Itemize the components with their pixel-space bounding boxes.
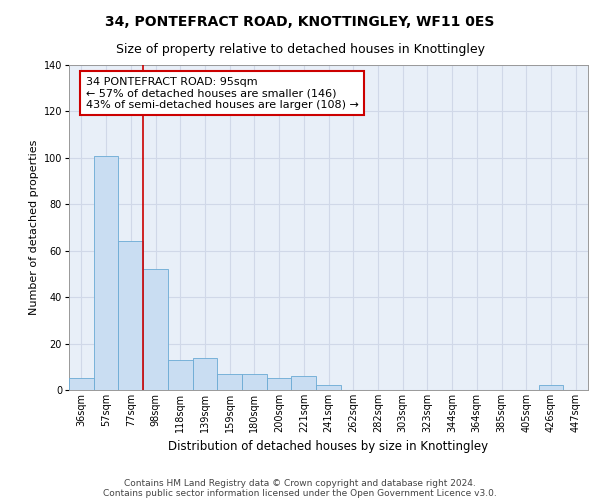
Y-axis label: Number of detached properties: Number of detached properties (29, 140, 40, 315)
Bar (292, 376, 316, 390)
Bar (193, 358, 217, 390)
Text: 34 PONTEFRACT ROAD: 95sqm
← 57% of detached houses are smaller (146)
43% of semi: 34 PONTEFRACT ROAD: 95sqm ← 57% of detac… (86, 76, 359, 110)
Bar (316, 386, 341, 390)
Bar (267, 378, 292, 390)
Bar (539, 386, 563, 390)
Bar (168, 360, 193, 390)
Bar (69, 378, 94, 390)
Bar (94, 156, 118, 390)
Text: Size of property relative to detached houses in Knottingley: Size of property relative to detached ho… (115, 42, 485, 56)
Bar (118, 242, 143, 390)
Bar (242, 374, 267, 390)
X-axis label: Distribution of detached houses by size in Knottingley: Distribution of detached houses by size … (169, 440, 488, 454)
Bar (143, 270, 168, 390)
Text: Contains HM Land Registry data © Crown copyright and database right 2024.: Contains HM Land Registry data © Crown c… (124, 478, 476, 488)
Text: Contains public sector information licensed under the Open Government Licence v3: Contains public sector information licen… (103, 488, 497, 498)
Bar (217, 374, 242, 390)
Text: 34, PONTEFRACT ROAD, KNOTTINGLEY, WF11 0ES: 34, PONTEFRACT ROAD, KNOTTINGLEY, WF11 0… (106, 15, 494, 29)
